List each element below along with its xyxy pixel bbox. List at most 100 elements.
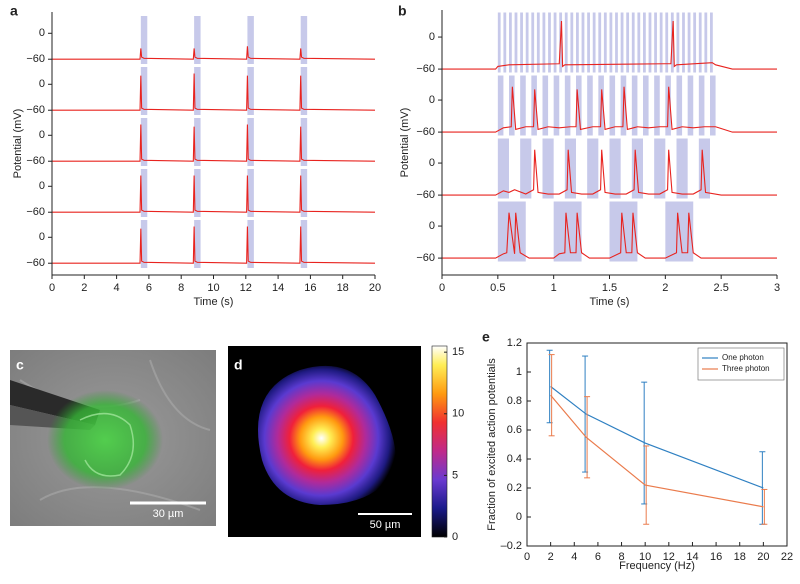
y-tick-label: –0.2 — [501, 540, 522, 552]
y-tick-label: 0 — [39, 129, 45, 141]
trace — [52, 175, 376, 213]
stimulus-pulse — [531, 12, 535, 73]
trace — [52, 46, 376, 60]
stimulus-pulse — [194, 67, 201, 115]
x-tick-label: 20 — [757, 551, 769, 563]
stimulus-pulse — [637, 12, 641, 73]
trace — [442, 212, 777, 259]
x-tick-label: 8 — [178, 282, 184, 294]
heatmap — [228, 346, 421, 537]
x-tick-label: 16 — [710, 551, 722, 563]
stimulus-pulse — [520, 75, 526, 136]
x-tick-label: 16 — [304, 282, 316, 294]
stimulus-pulse — [581, 12, 585, 73]
x-tick-label: 10 — [207, 282, 219, 294]
stimulus-pulse — [525, 12, 529, 73]
y-tick-label: 0 — [516, 511, 522, 523]
scale-bar-label: 50 µm — [370, 519, 401, 531]
stimulus-pulse — [564, 12, 568, 73]
stimulus-pulse — [592, 12, 596, 73]
plot-frame — [526, 342, 788, 547]
stimulus-pulse — [520, 138, 532, 199]
stimulus-pulse — [676, 75, 683, 136]
stimulus-pulse — [140, 67, 148, 115]
stimulus-pulse — [626, 12, 630, 73]
stimulus-pulse — [247, 118, 254, 166]
stimulus-pulse — [654, 12, 657, 73]
x-tick-label: 14 — [686, 551, 698, 563]
stimulus-pulse — [497, 75, 504, 136]
stimulus-pulse — [300, 169, 308, 217]
stimulus-pulse — [698, 138, 710, 199]
trace — [52, 226, 376, 264]
x-tick-label: 10 — [639, 551, 651, 563]
stimulus-pulse — [542, 138, 554, 199]
x-axis-label: Frequency (Hz) — [619, 560, 695, 572]
panel-label: e — [482, 329, 490, 345]
stimulus-pulse — [659, 12, 663, 73]
colorbar-tick-label: 0 — [452, 531, 458, 543]
y-tick-label: 0 — [39, 180, 45, 192]
x-tick-label: 0 — [49, 282, 55, 294]
panel-label: b — [398, 3, 407, 19]
x-tick-label: 4 — [114, 282, 120, 294]
legend-label: One photon — [722, 353, 764, 362]
stimulus-pulse — [509, 12, 512, 73]
y-tick-label: 1 — [516, 366, 522, 378]
y-tick-label: 0 — [429, 220, 435, 232]
stimulus-pulse — [643, 12, 646, 73]
stimulus-pulse — [300, 67, 308, 115]
stimulus-pulse — [587, 138, 599, 199]
stimulus-pulse — [615, 12, 618, 73]
stimulus-pulse — [609, 138, 621, 199]
stimulus-pulse — [300, 220, 308, 268]
scale-bar-label: 30 µm — [153, 508, 184, 520]
x-axis-label: Time (s) — [590, 296, 630, 308]
stimulus-pulse — [643, 75, 649, 136]
x-tick-label: 18 — [734, 551, 746, 563]
trace — [52, 73, 376, 111]
stimulus-pulse — [687, 75, 694, 136]
stimulus-pulse — [665, 12, 669, 73]
y-tick-label: 0 — [429, 31, 435, 43]
trace — [52, 124, 376, 162]
series-line — [550, 386, 764, 489]
stimulus-pulse — [514, 12, 518, 73]
y-tick-label: 0 — [429, 157, 435, 169]
stimulus-pulse — [140, 220, 148, 268]
y-tick-label: −60 — [416, 189, 435, 201]
stimulus-pulse — [503, 12, 507, 73]
stimulus-pulse — [140, 118, 148, 166]
stimulus-pulse — [620, 12, 624, 73]
stimulus-pulse — [194, 118, 201, 166]
stimulus-pulse — [300, 118, 308, 166]
x-tick-label: 4 — [571, 551, 577, 563]
panel-label: d — [234, 357, 243, 373]
y-tick-label: −60 — [26, 53, 45, 65]
stimulus-pulse — [587, 12, 590, 73]
x-tick-label: 1 — [551, 282, 557, 294]
stimulus-pulse — [553, 75, 560, 136]
stimulus-pulse — [300, 16, 308, 64]
stimulus-pulse — [598, 12, 602, 73]
colorbar-tick-label: 15 — [452, 346, 464, 358]
x-tick-label: 12 — [240, 282, 252, 294]
stimulus-pulse — [542, 75, 549, 136]
y-tick-label: 0 — [39, 27, 45, 39]
stimulus-pulse — [676, 12, 680, 73]
stimulus-pulse — [140, 169, 148, 217]
x-tick-label: 14 — [272, 282, 284, 294]
stimulus-pulse — [631, 12, 635, 73]
stimulus-pulse — [698, 12, 702, 73]
x-axis-label: Time (s) — [194, 296, 234, 308]
x-tick-label: 1.5 — [602, 282, 617, 294]
y-tick-label: 1.2 — [507, 337, 522, 349]
stimulus-pulse — [609, 75, 616, 136]
stimulus-pulse — [247, 67, 254, 115]
stimulus-pulse — [648, 12, 652, 73]
colorbar-tick-label: 10 — [452, 408, 464, 420]
y-tick-label: 0 — [429, 94, 435, 106]
stimulus-pulse — [687, 12, 691, 73]
x-tick-label: 3 — [774, 282, 780, 294]
